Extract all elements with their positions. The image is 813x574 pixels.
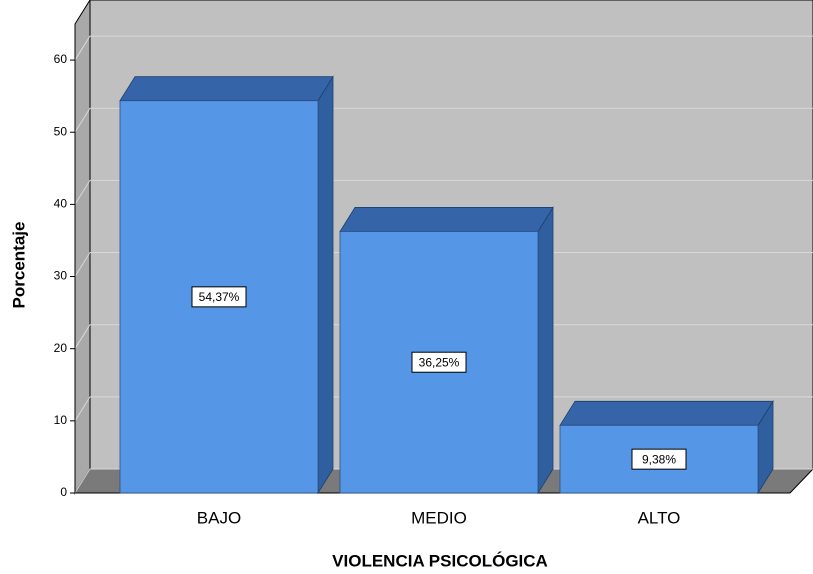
bar: 36,25% [339,206,554,495]
value-label: 36,25% [419,355,460,369]
x-tick-label: MEDIO [411,508,467,527]
bar-side [317,75,334,495]
x-tick-label: BAJO [197,508,241,527]
value-label-box [191,286,247,308]
grid-line [74,180,91,205]
bar: 54,37% [119,75,334,495]
bar-side [537,206,554,495]
y-tick-label: 30 [54,269,68,283]
y-tick-label: 0 [60,485,67,499]
bar: 9,38% [559,399,774,495]
grid-line [74,35,91,61]
bar-top [119,76,334,102]
grid-line [74,468,91,494]
value-label-box [631,448,687,470]
grid-line [74,107,91,133]
grid-line [74,396,91,422]
y-tick-label: 10 [54,413,68,427]
x-axis-title: VIOLENCIA PSICOLÓGICA [332,551,548,570]
side-wall [74,0,91,495]
value-label: 54,37% [199,290,240,304]
grid-line [74,324,91,349]
x-tick-label: ALTO [638,508,681,527]
bar-top [339,207,554,232]
y-tick-label: 40 [54,197,68,211]
grid-line [74,252,91,277]
value-label-box [411,351,467,373]
value-label: 9,38% [642,452,676,466]
y-tick-label: 60 [54,52,68,66]
bar-top [559,400,774,426]
y-tick-label: 50 [54,124,68,138]
y-tick-label: 20 [54,341,68,355]
y-axis-title: Porcentaje [9,222,28,309]
